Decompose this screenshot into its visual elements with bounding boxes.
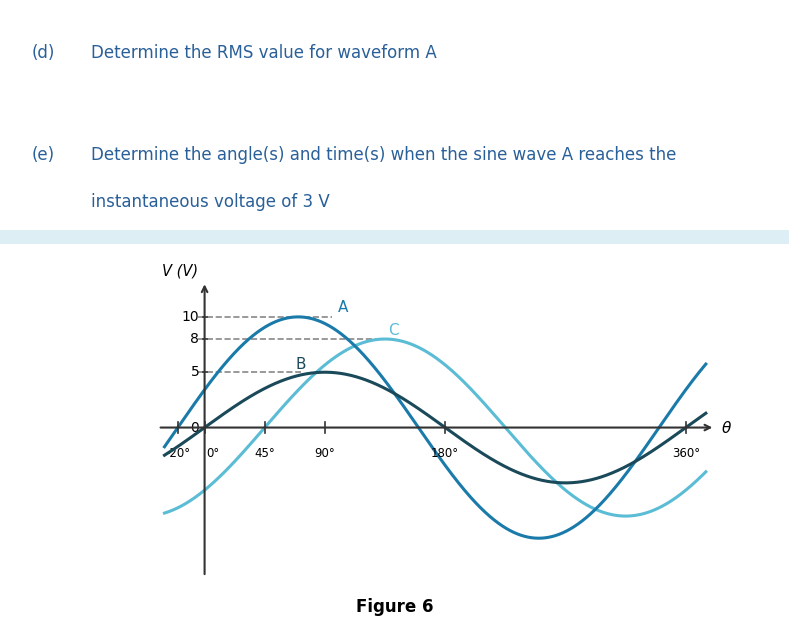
Text: 0: 0 bbox=[190, 420, 200, 434]
Text: 10: 10 bbox=[181, 310, 200, 324]
Text: (e): (e) bbox=[32, 146, 54, 164]
Text: instantaneous voltage of 3 V: instantaneous voltage of 3 V bbox=[91, 193, 330, 211]
Text: (d): (d) bbox=[32, 44, 55, 62]
Text: Determine the RMS value for waveform A: Determine the RMS value for waveform A bbox=[91, 44, 436, 62]
Text: 180°: 180° bbox=[431, 448, 459, 460]
Text: 45°: 45° bbox=[254, 448, 275, 460]
Text: 90°: 90° bbox=[315, 448, 335, 460]
Text: A: A bbox=[338, 301, 349, 316]
Text: θ: θ bbox=[722, 421, 731, 436]
Text: 0°: 0° bbox=[206, 448, 219, 460]
Text: Figure 6: Figure 6 bbox=[356, 598, 433, 616]
Text: C: C bbox=[387, 323, 398, 337]
Text: Determine the angle(s) and time(s) when the sine wave A reaches the: Determine the angle(s) and time(s) when … bbox=[91, 146, 676, 164]
Text: 360°: 360° bbox=[671, 448, 700, 460]
Text: V (V): V (V) bbox=[163, 263, 199, 278]
Text: 8: 8 bbox=[190, 332, 200, 346]
Text: -20°: -20° bbox=[165, 448, 190, 460]
Text: B: B bbox=[295, 357, 306, 372]
Text: 5: 5 bbox=[190, 365, 200, 379]
